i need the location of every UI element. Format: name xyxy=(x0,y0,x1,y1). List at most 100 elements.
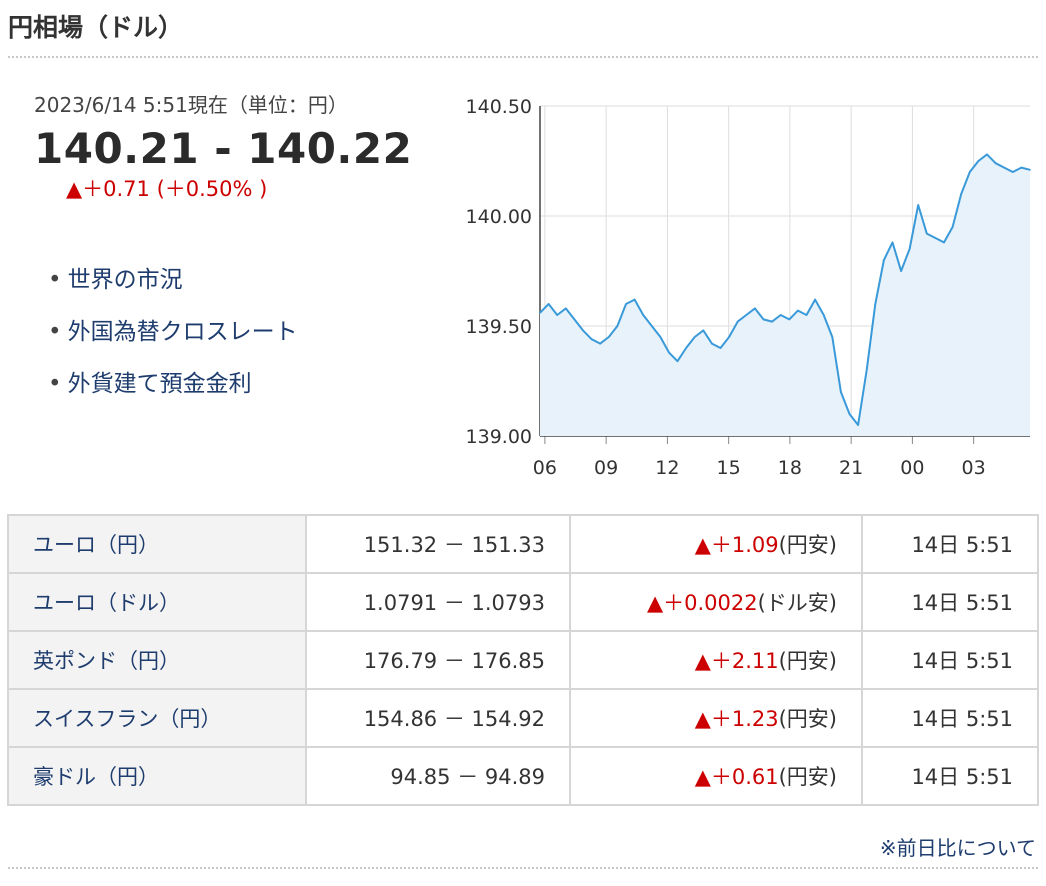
data-point xyxy=(969,171,971,173)
quote-price: 140.21 - 140.22 xyxy=(34,124,413,173)
bullet-icon: • xyxy=(48,371,62,397)
rate-range: 154.86 － 154.92 xyxy=(305,688,571,748)
change-note: (円安) xyxy=(778,533,837,557)
link-cross-rates[interactable]: • 外国為替クロスレート xyxy=(48,306,298,358)
data-point xyxy=(1029,169,1031,171)
rate-change: ▲＋1.23(円安) xyxy=(569,688,863,748)
link-world-markets[interactable]: • 世界の市況 xyxy=(48,254,298,306)
data-point xyxy=(908,248,911,250)
currency-name[interactable]: ユーロ（ドル） xyxy=(7,572,307,632)
data-point xyxy=(616,325,619,327)
page-title: 円相場（ドル） xyxy=(8,13,184,42)
data-point xyxy=(719,347,722,349)
rate-change: ▲＋1.09(円安) xyxy=(569,514,863,574)
data-point xyxy=(900,270,902,272)
data-point xyxy=(788,318,791,321)
data-point xyxy=(977,160,980,162)
currency-name[interactable]: ユーロ（円） xyxy=(7,514,307,574)
data-point xyxy=(891,241,894,244)
data-point xyxy=(960,193,963,195)
x-tick-label: 09 xyxy=(594,457,618,479)
data-point xyxy=(934,237,937,239)
data-point xyxy=(865,369,868,371)
data-point xyxy=(668,351,670,354)
currency-name[interactable]: スイスフラン（円） xyxy=(7,688,307,748)
y-tick-label: 139.50 xyxy=(466,316,532,338)
change-note: (円安) xyxy=(778,707,837,731)
data-point xyxy=(1020,166,1023,169)
currency-name[interactable]: 英ポンド（円） xyxy=(7,630,307,690)
data-point xyxy=(951,226,954,228)
x-tick-label: 00 xyxy=(900,457,924,479)
change-value: ▲＋1.09 xyxy=(694,533,779,557)
x-tick-label: 06 xyxy=(533,457,557,479)
data-point xyxy=(711,342,713,345)
link-deposit-rates[interactable]: • 外貨建て預金金利 xyxy=(48,358,298,410)
y-tick-label: 140.50 xyxy=(466,96,532,118)
rate-range: 1.0791 － 1.0793 xyxy=(305,572,571,632)
data-point xyxy=(797,309,799,312)
data-point xyxy=(625,303,627,305)
data-point xyxy=(1003,166,1006,169)
data-point xyxy=(771,320,773,323)
data-point xyxy=(590,338,593,340)
data-point xyxy=(693,336,696,338)
data-point xyxy=(642,314,644,316)
quote-timestamp: 2023/6/14 5:51現在（単位：円） xyxy=(34,93,348,117)
rate-range: 151.32 － 151.33 xyxy=(305,514,571,574)
quote-panel: 2023/6/14 5:51現在（単位：円） 140.21 - 140.22 ▲… xyxy=(34,90,434,204)
data-point xyxy=(745,314,748,316)
data-point xyxy=(1012,171,1014,173)
update-time: 14日 5:51 xyxy=(861,688,1039,748)
rate-range: 94.85 － 94.89 xyxy=(305,746,571,806)
data-point xyxy=(994,162,997,164)
quote-change: ▲＋0.71 (＋0.50% ) xyxy=(66,177,268,201)
update-time: 14日 5:51 xyxy=(861,746,1039,806)
data-point xyxy=(564,307,567,310)
link-label: 世界の市況 xyxy=(67,267,183,293)
link-label: 外貨建て預金金利 xyxy=(67,371,252,397)
data-point xyxy=(926,232,928,235)
update-time: 14日 5:51 xyxy=(861,514,1039,574)
table-row: 英ポンド（円） 176.79 － 176.85 ▲＋2.11(円安) 14日 5:51 xyxy=(7,630,1039,690)
change-note: (円安) xyxy=(778,765,837,789)
data-point xyxy=(702,329,705,332)
data-point xyxy=(762,318,765,321)
cross-rates-table: ユーロ（円） 151.32 － 151.33 ▲＋1.09(円安) 14日 5:51 ユ… xyxy=(7,514,1039,806)
usd-jpy-chart: 140.50 140.00 139.50 139.00 06 09 12 15 18 21 00 03 xyxy=(440,86,1040,496)
data-point xyxy=(874,303,877,305)
bullet-icon: • xyxy=(48,319,62,345)
table-row: ユーロ（ドル） 1.0791 － 1.0793 ▲＋0.0022(ドル安) 14日 5… xyxy=(7,572,1039,632)
currency-name[interactable]: 豪ドル（円） xyxy=(7,746,307,806)
table-row: ユーロ（円） 151.32 － 151.33 ▲＋1.09(円安) 14日 5:51 xyxy=(7,514,1039,574)
update-time: 14日 5:51 xyxy=(861,572,1039,632)
series-area xyxy=(540,154,1030,436)
data-point xyxy=(633,298,636,301)
data-point xyxy=(728,336,730,338)
rate-change: ▲＋0.61(円安) xyxy=(569,746,863,806)
change-note: (円安) xyxy=(778,649,837,673)
data-point xyxy=(659,336,662,338)
change-value: ▲＋2.11 xyxy=(694,649,779,673)
data-point xyxy=(607,336,610,338)
table-row: 豪ドル（円） 94.85 － 94.89 ▲＋0.61(円安) 14日 5:51 xyxy=(7,746,1039,806)
data-point xyxy=(986,153,988,156)
related-links: • 世界の市況 • 外国為替クロスレート • 外貨建て預金金利 xyxy=(48,254,298,410)
y-tick-label: 139.00 xyxy=(466,426,532,448)
previous-day-note-link[interactable]: ※前日比について xyxy=(879,836,1036,860)
bullet-icon: • xyxy=(48,267,62,293)
data-point xyxy=(539,312,541,314)
rate-range: 176.79 － 176.85 xyxy=(305,630,571,690)
data-point xyxy=(754,307,756,310)
data-point xyxy=(917,204,920,206)
section-header: 円相場（ドル） xyxy=(8,12,1038,58)
data-point xyxy=(582,329,584,332)
data-point xyxy=(547,303,550,305)
data-point xyxy=(685,347,687,349)
data-point xyxy=(848,413,851,415)
change-value: ▲＋1.23 xyxy=(694,707,779,731)
x-tick-label: 12 xyxy=(655,457,679,479)
x-tick-label: 03 xyxy=(962,457,986,479)
data-point xyxy=(736,320,739,323)
